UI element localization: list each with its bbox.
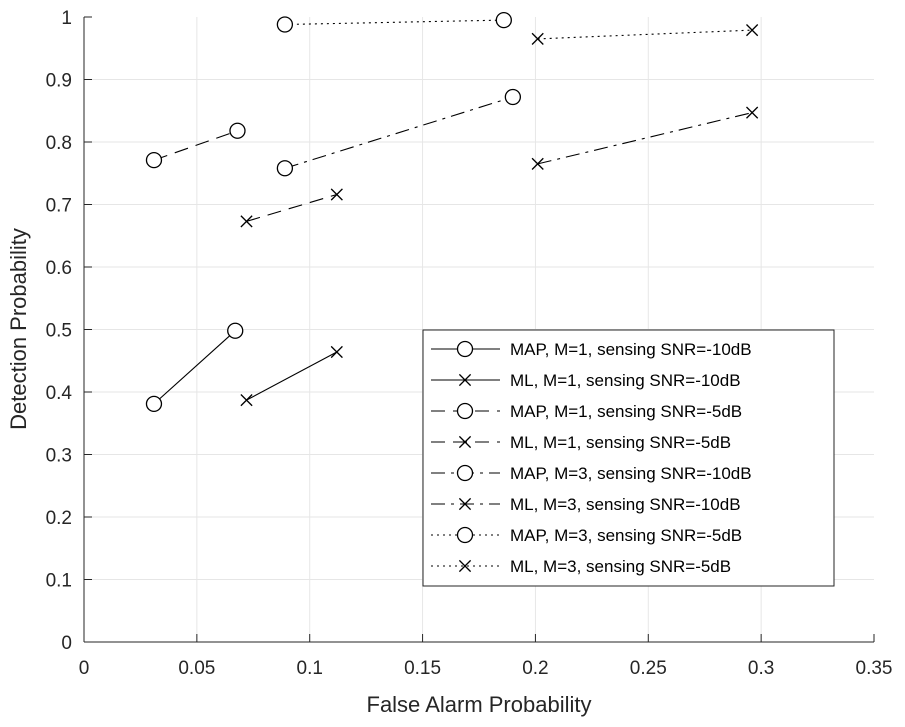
series-layer — [145, 11, 759, 413]
circle-marker — [456, 402, 474, 420]
legend-label: MAP, M=3, sensing SNR=-10dB — [510, 464, 752, 483]
y-tick-label: 0.9 — [46, 71, 72, 92]
x-marker — [330, 345, 343, 359]
x-marker — [240, 215, 253, 228]
x-tick-label: 0 — [79, 658, 90, 679]
series-line — [246, 193, 337, 222]
legend-label: MAP, M=3, sensing SNR=-5dB — [510, 526, 742, 545]
circle-marker — [495, 11, 512, 29]
series — [240, 345, 343, 407]
x-marker — [531, 32, 544, 45]
y-tick-label: 0.2 — [46, 508, 72, 529]
circle-marker — [229, 122, 246, 139]
circle-marker — [456, 340, 474, 358]
series — [531, 106, 759, 170]
y-tick-label: 0.6 — [46, 258, 72, 279]
legend-item: ML, M=3, sensing SNR=-10dB — [431, 495, 741, 514]
y-tick-label: 0.3 — [46, 446, 72, 467]
x-tick-label: 0.05 — [178, 658, 215, 679]
series — [276, 88, 522, 177]
x-tick-label: 0.3 — [748, 658, 774, 679]
axes: 0 0.05 0.1 0.15 0.2 0.25 0.3 0.35 0 0.1 0.2 0.3 0.4 0… — [46, 8, 893, 679]
x-axis-label: False Alarm Probability — [367, 692, 592, 717]
circle-marker — [145, 151, 163, 169]
series-line — [284, 96, 514, 169]
series — [240, 188, 343, 228]
series — [276, 11, 512, 33]
y-tick-label: 0.5 — [46, 321, 72, 342]
series-line — [153, 330, 236, 405]
legend-item: ML, M=1, sensing SNR=-10dB — [431, 371, 741, 390]
circle-marker — [145, 395, 163, 413]
series — [531, 24, 759, 45]
legend-box — [422, 329, 835, 587]
x-marker — [458, 559, 472, 573]
circle-marker — [456, 464, 474, 482]
legend-label: MAP, M=1, sensing SNR=-10dB — [510, 340, 752, 359]
x-marker — [531, 157, 544, 170]
y-tick-label: 0.7 — [46, 196, 72, 217]
circle-marker — [456, 526, 474, 544]
legend-item: ML, M=1, sensing SNR=-5dB — [431, 433, 731, 452]
x-tick-label: 0.35 — [856, 658, 893, 679]
legend-label: ML, M=3, sensing SNR=-5dB — [510, 557, 731, 576]
y-tick-label: 0.1 — [46, 571, 72, 592]
series — [145, 122, 246, 169]
series-line — [153, 130, 238, 161]
series-line — [284, 19, 504, 26]
x-marker — [458, 435, 472, 449]
x-tick-label: 0.2 — [522, 658, 548, 679]
circle-marker — [227, 322, 244, 339]
legend-label: ML, M=3, sensing SNR=-10dB — [510, 495, 741, 514]
y-tick-label: 1 — [61, 8, 72, 29]
legend-label: MAP, M=1, sensing SNR=-5dB — [510, 402, 742, 421]
circle-marker — [276, 16, 294, 33]
x-tick-label: 0.15 — [404, 658, 441, 679]
x-marker — [458, 373, 472, 387]
circle-marker — [276, 160, 294, 177]
circle-marker — [504, 88, 522, 106]
legend-item: MAP, M=1, sensing SNR=-5dB — [431, 402, 742, 421]
legend: MAP, M=1, sensing SNR=-10dB ML, M=1, sens… — [422, 329, 835, 587]
legend-item: MAP, M=3, sensing SNR=-10dB — [431, 464, 752, 483]
legend-item: MAP, M=3, sensing SNR=-5dB — [431, 526, 742, 545]
legend-label: ML, M=1, sensing SNR=-5dB — [510, 433, 731, 452]
y-tick-label: 0.4 — [46, 383, 73, 404]
x-marker — [746, 24, 759, 37]
legend-item: MAP, M=1, sensing SNR=-10dB — [431, 340, 752, 359]
y-axis-label: Detection Probability — [6, 228, 31, 430]
y-tick-label: 0 — [61, 633, 72, 654]
x-marker — [458, 497, 472, 511]
legend-item: ML, M=3, sensing SNR=-5dB — [431, 557, 731, 576]
series-line — [537, 112, 753, 165]
series-line — [246, 351, 338, 401]
legend-label: ML, M=1, sensing SNR=-10dB — [510, 371, 741, 390]
x-marker — [746, 106, 759, 119]
x-tick-label: 0.1 — [297, 658, 323, 679]
x-marker — [240, 394, 253, 407]
x-marker — [330, 188, 343, 201]
series — [145, 322, 244, 413]
y-tick-label: 0.8 — [46, 133, 72, 154]
x-tick-label: 0.25 — [630, 658, 667, 679]
